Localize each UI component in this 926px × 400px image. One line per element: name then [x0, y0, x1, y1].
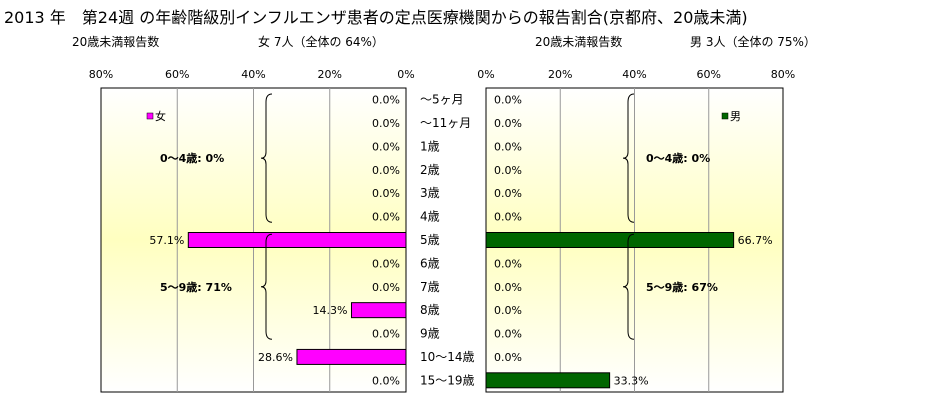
left-group-brace	[260, 233, 273, 340]
right-group-brace	[622, 233, 635, 340]
left-summary: 女 7人（全体の 64%）	[258, 35, 384, 49]
left-x-tick-label: 60%	[165, 68, 189, 81]
right-value-label: 0.0%	[494, 140, 522, 153]
left-value-label: 14.3%	[313, 304, 348, 317]
left-group-annotation: 0～4歳: 0%	[160, 151, 224, 165]
left-value-label: 0.0%	[372, 374, 400, 387]
right-value-label: 0.0%	[494, 187, 522, 200]
right-x-tick-label: 40%	[622, 68, 646, 81]
category-label: 8歳	[420, 303, 440, 317]
right-value-label: 0.0%	[494, 351, 522, 364]
chart-title: 2013 年 第24週 の年齢階級別インフルエンザ患者の定点医療機関からの報告割…	[4, 8, 748, 27]
category-label: ～5ヶ月	[420, 93, 464, 107]
category-label: 2歳	[420, 163, 440, 177]
category-label: 6歳	[420, 256, 440, 270]
right-x-tick-label: 0%	[477, 68, 494, 81]
left-value-label: 57.1%	[149, 234, 184, 247]
left-x-tick-label: 80%	[89, 68, 113, 81]
right-bar	[485, 232, 735, 248]
right-value-label: 0.0%	[494, 304, 522, 317]
right-count-label: 20歳未満報告数	[535, 35, 623, 49]
left-value-label: 0.0%	[372, 187, 400, 200]
left-value-label: 0.0%	[372, 94, 400, 107]
category-label: 10～14歳	[420, 350, 475, 364]
right-value-label: 0.0%	[494, 328, 522, 341]
left-value-label: 28.6%	[258, 351, 293, 364]
right-x-tick-label: 20%	[548, 68, 572, 81]
right-bar	[485, 372, 611, 389]
category-label: 9歳	[420, 327, 440, 341]
left-value-label: 0.0%	[372, 257, 400, 270]
right-value-label: 0.0%	[494, 281, 522, 294]
left-group-annotation: 5～9歳: 71%	[160, 280, 232, 294]
left-legend-label: 女	[155, 109, 166, 123]
right-value-label: 66.7%	[738, 234, 773, 247]
right-value-label: 0.0%	[494, 94, 522, 107]
right-group-annotation: 5～9歳: 67%	[646, 280, 718, 294]
left-x-tick-label: 20%	[318, 68, 342, 81]
right-value-label: 0.0%	[494, 164, 522, 177]
left-value-label: 0.0%	[372, 281, 400, 294]
right-value-label: 33.3%	[614, 374, 649, 387]
category-label: 3歳	[420, 186, 440, 200]
left-value-label: 0.0%	[372, 140, 400, 153]
category-label: 7歳	[420, 280, 440, 294]
right-value-label: 0.0%	[494, 211, 522, 224]
left-count-label: 20歳未満報告数	[72, 35, 160, 49]
category-label: 4歳	[420, 210, 440, 224]
left-legend-swatch	[146, 112, 154, 120]
left-group-brace	[260, 93, 273, 223]
left-value-label: 0.0%	[372, 117, 400, 130]
left-value-label: 0.0%	[372, 328, 400, 341]
left-value-label: 0.0%	[372, 211, 400, 224]
right-value-label: 0.0%	[494, 117, 522, 130]
category-label: ～11ヶ月	[420, 116, 471, 130]
left-bar	[350, 302, 407, 319]
category-label: 1歳	[420, 139, 440, 153]
category-label: 5歳	[420, 233, 440, 247]
right-summary: 男 3人（全体の 75%）	[690, 35, 816, 49]
right-group-annotation: 0～4歳: 0%	[646, 151, 710, 165]
left-bar	[187, 232, 407, 248]
right-x-tick-label: 80%	[771, 68, 795, 81]
right-group-brace	[622, 93, 635, 223]
category-label: 15～19歳	[420, 373, 475, 387]
left-bar	[296, 348, 407, 365]
left-x-tick-label: 40%	[241, 68, 265, 81]
right-value-label: 0.0%	[494, 257, 522, 270]
right-legend-swatch	[721, 112, 729, 120]
right-x-tick-label: 60%	[697, 68, 721, 81]
left-x-tick-label: 0%	[397, 68, 414, 81]
left-value-label: 0.0%	[372, 164, 400, 177]
right-legend-label: 男	[730, 110, 741, 123]
